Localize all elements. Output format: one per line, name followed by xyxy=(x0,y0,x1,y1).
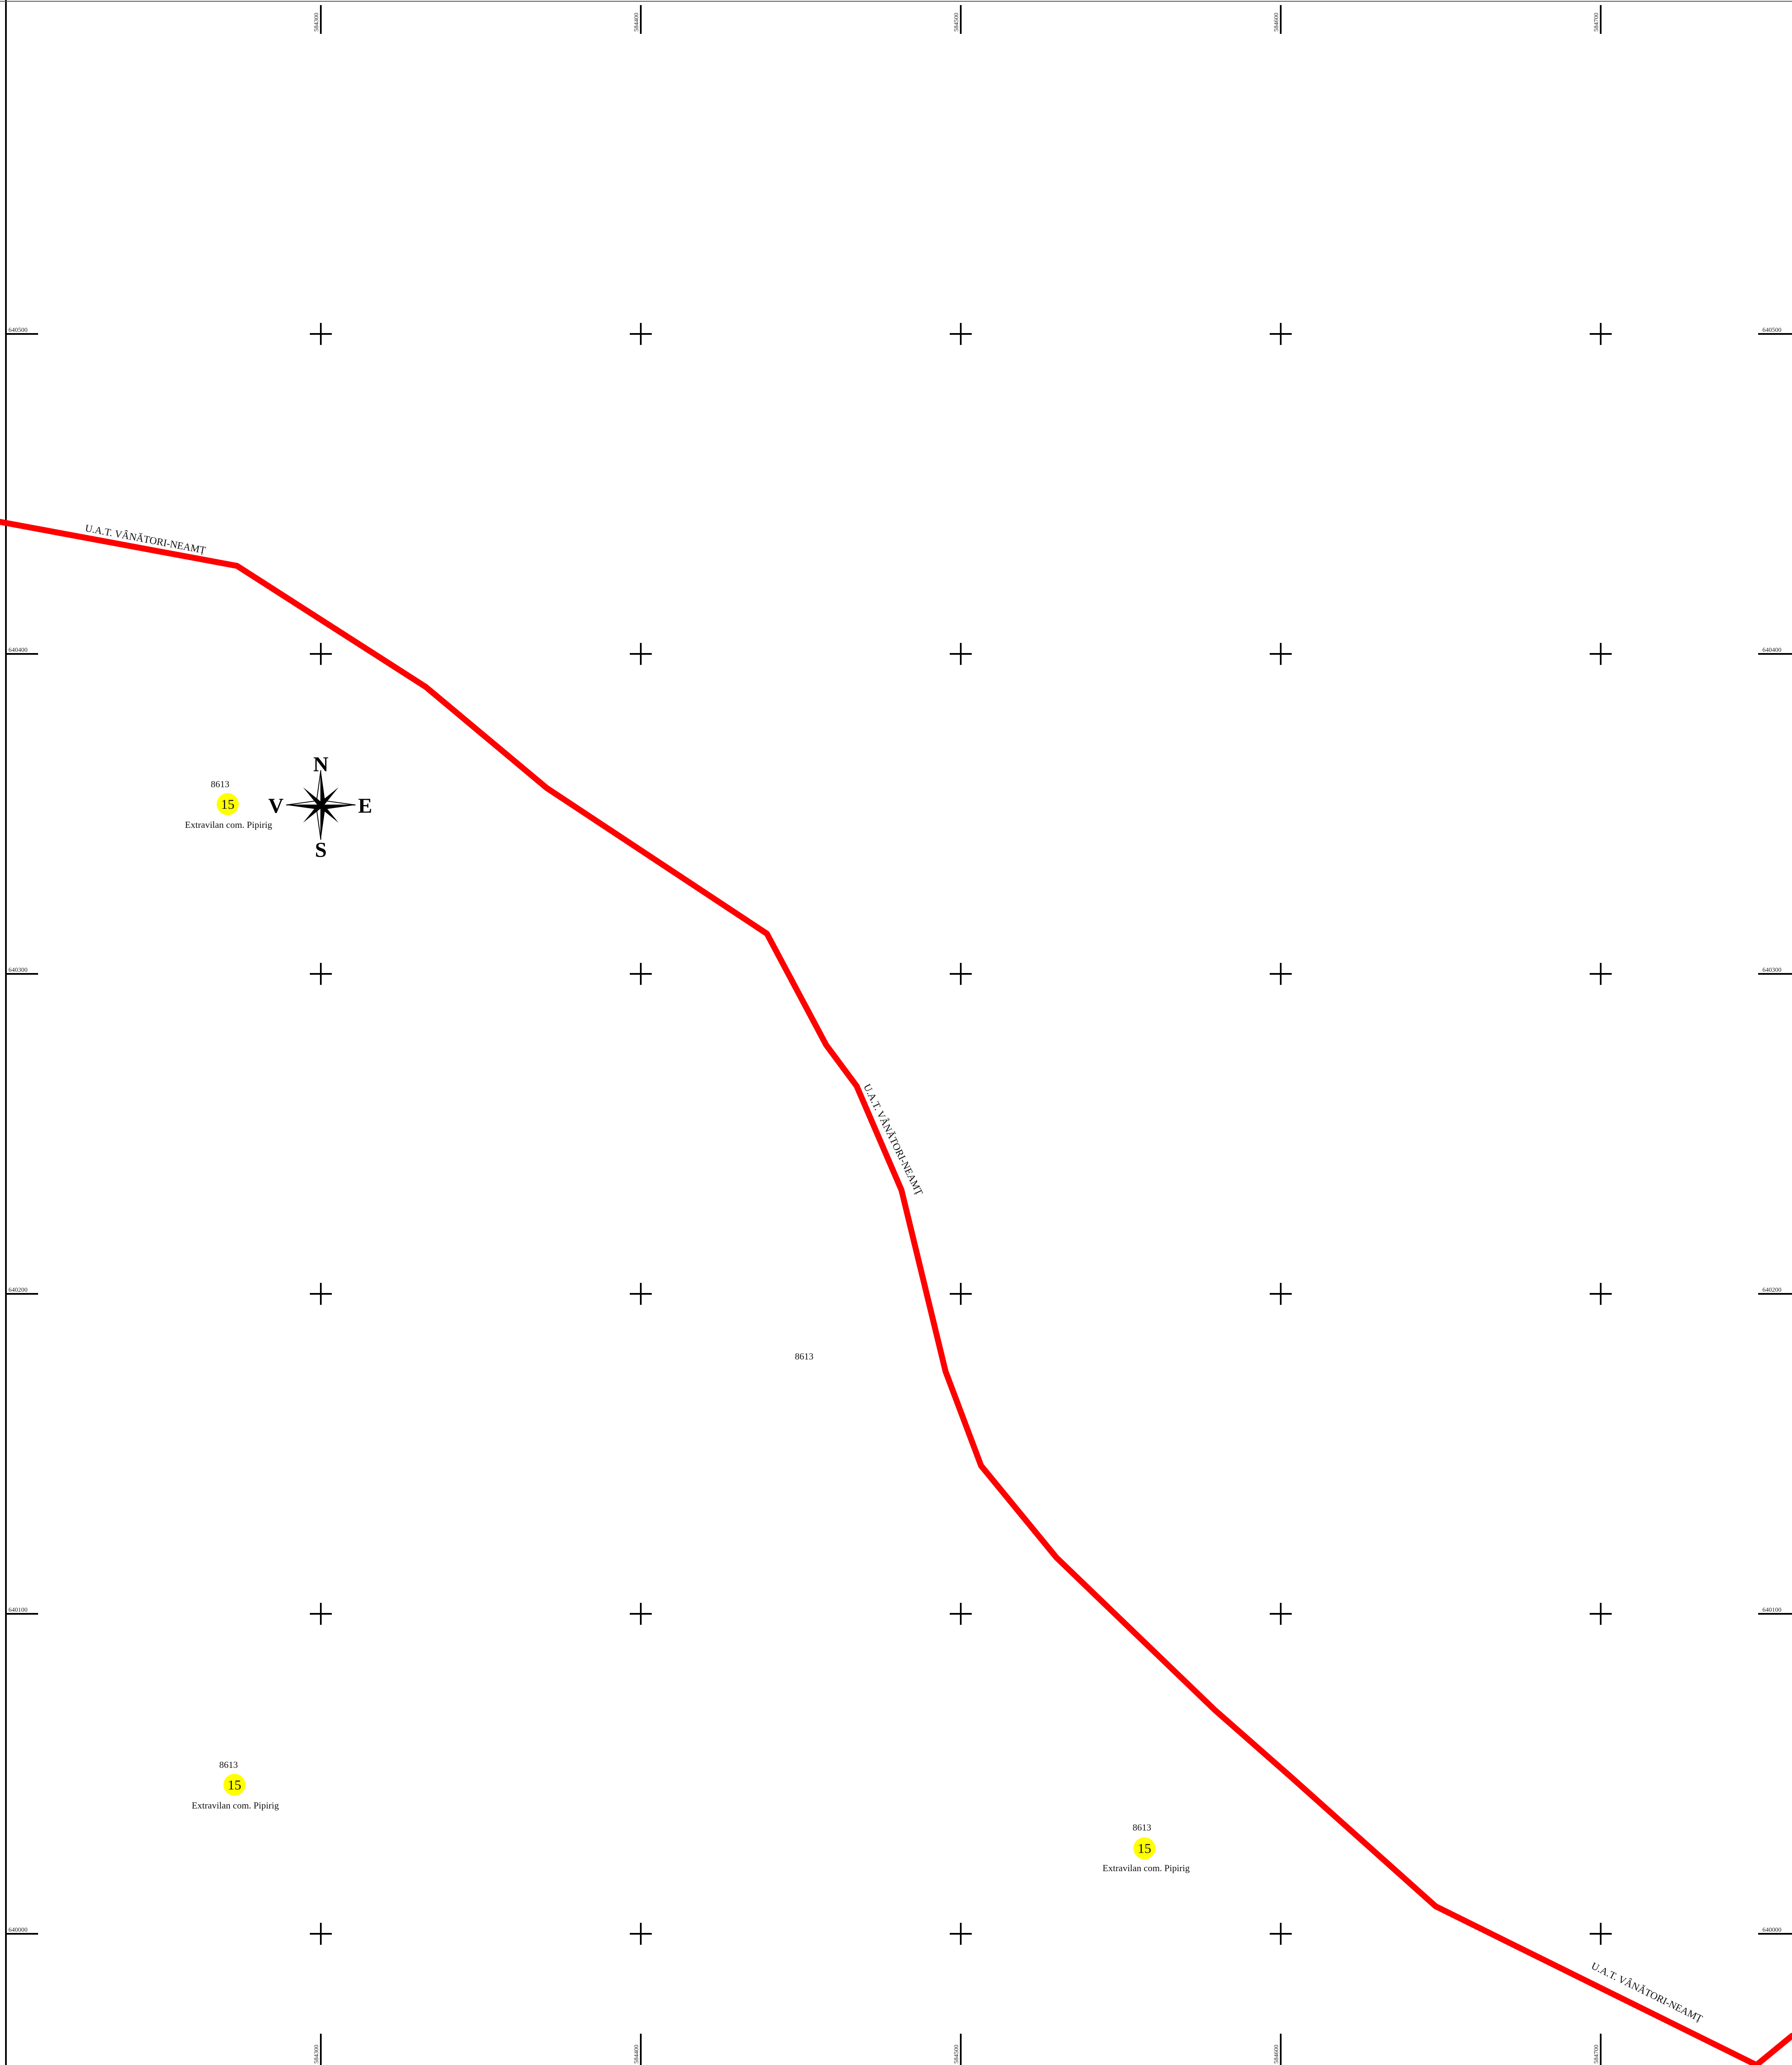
left-northing-label: 640200 xyxy=(8,1287,28,1293)
top-easting-label: 584400 xyxy=(633,13,640,32)
compass-east-label: E xyxy=(358,794,372,817)
grid-cross-icon xyxy=(1590,1923,1612,1945)
right-northing-ticks xyxy=(1758,333,1792,1935)
bottom-easting-label: 584300 xyxy=(313,2045,320,2064)
parcel-zone-name: Extravilan com. Pipirig xyxy=(185,819,272,830)
parcel-badge-text: 15 xyxy=(228,1777,241,1792)
right-northing-label: 640200 xyxy=(1762,1287,1781,1293)
parcel-label: 8613 15 Extravilan com. Pipirig xyxy=(1103,1822,1190,1873)
grid-cross-icon xyxy=(1590,643,1612,665)
parcel-zone-name: Extravilan com. Pipirig xyxy=(192,1800,279,1811)
parcel-center-label: 8613 xyxy=(795,1351,813,1362)
top-easting-labels: 584300 584400 584500 584600 584700 xyxy=(313,13,1600,32)
bottom-easting-label: 584500 xyxy=(953,2045,960,2064)
grid-cross-icon xyxy=(310,963,332,985)
parcel-badge xyxy=(223,1774,245,1796)
left-northing-label: 640300 xyxy=(8,967,28,973)
grid-cross-icon xyxy=(630,963,652,985)
top-easting-label: 584700 xyxy=(1593,13,1600,32)
grid-cross-icon xyxy=(1590,323,1612,345)
compass-north-label: N xyxy=(313,752,328,776)
grid-cross-icon xyxy=(310,1923,332,1945)
parcel-number: 8613 xyxy=(219,1759,238,1770)
uat-boundary-line xyxy=(0,519,1792,2065)
boundary-label: U.A.T. VÂNĂTORI-NEAMȚ xyxy=(861,1082,925,1197)
grid-cross-icon xyxy=(950,323,972,345)
grid-cross-icon xyxy=(1590,1283,1612,1305)
right-northing-label: 640100 xyxy=(1762,1607,1781,1613)
grid-cross-icon xyxy=(630,1283,652,1305)
grid-cross-icon xyxy=(630,1603,652,1625)
grid-cross-icon xyxy=(310,1603,332,1625)
grid-crosses xyxy=(310,323,1612,1945)
bottom-easting-label: 584700 xyxy=(1593,2045,1600,2064)
right-northing-label: 640500 xyxy=(1762,327,1781,334)
grid-cross-icon xyxy=(310,1283,332,1305)
parcel-badge-text: 15 xyxy=(1138,1841,1151,1856)
right-northing-label: 640400 xyxy=(1762,647,1781,653)
left-northing-label: 640100 xyxy=(8,1607,28,1613)
left-northing-ticks xyxy=(7,333,38,1935)
parcel-zone-name: Extravilan com. Pipirig xyxy=(1103,1863,1190,1873)
top-easting-ticks xyxy=(320,5,1602,34)
grid-cross-icon xyxy=(950,1923,972,1945)
parcel-number: 8613 xyxy=(211,779,229,789)
grid-cross-icon xyxy=(950,1283,972,1305)
grid-cross-icon xyxy=(310,643,332,665)
bottom-easting-labels: 584300 584400 584500 584600 584700 xyxy=(313,2045,1600,2064)
grid-cross-icon xyxy=(630,643,652,665)
grid-cross-icon xyxy=(630,323,652,345)
top-easting-label: 584600 xyxy=(1273,13,1280,32)
parcel-label: 8613 15 Extravilan com. Pipirig xyxy=(185,779,272,830)
grid-cross-icon xyxy=(1270,643,1292,665)
grid-cross-icon xyxy=(1270,1923,1292,1945)
grid-cross-icon xyxy=(310,323,332,345)
parcel-number: 8613 xyxy=(1133,1822,1151,1833)
bottom-easting-ticks xyxy=(320,2034,1602,2065)
parcel-badge xyxy=(1133,1837,1155,1859)
grid-cross-icon xyxy=(1270,1283,1292,1305)
parcel-badge xyxy=(217,793,239,815)
right-northing-labels: 640500 640400 640300 640200 640100 64000… xyxy=(1762,327,1781,1933)
grid-cross-icon xyxy=(1590,1603,1612,1625)
top-easting-label: 584500 xyxy=(953,13,960,32)
parcel-badge-text: 15 xyxy=(221,797,234,812)
grid-cross-icon xyxy=(1270,323,1292,345)
bottom-easting-label: 584600 xyxy=(1273,2045,1280,2064)
left-northing-label: 640400 xyxy=(8,647,28,653)
grid-cross-icon xyxy=(630,1923,652,1945)
grid-cross-icon xyxy=(950,1603,972,1625)
top-easting-label: 584300 xyxy=(313,13,320,32)
grid-cross-icon xyxy=(950,643,972,665)
compass-south-label: S xyxy=(315,838,327,861)
left-northing-label: 640500 xyxy=(8,327,28,334)
bottom-easting-label: 584400 xyxy=(633,2045,640,2064)
left-northing-labels: 640500 640400 640300 640200 640100 64000… xyxy=(8,327,28,1933)
right-northing-label: 640300 xyxy=(1762,967,1781,973)
grid-cross-icon xyxy=(1270,1603,1292,1625)
grid-cross-icon xyxy=(950,963,972,985)
compass-rose-icon: N S E V xyxy=(268,752,372,861)
right-northing-label: 640000 xyxy=(1762,1927,1781,1933)
parcel-label: 8613 15 Extravilan com. Pipirig xyxy=(192,1759,279,1811)
compass-west-label: V xyxy=(268,794,284,817)
grid-cross-icon xyxy=(1590,963,1612,985)
grid-cross-icon xyxy=(1270,963,1292,985)
left-northing-label: 640000 xyxy=(8,1927,28,1933)
